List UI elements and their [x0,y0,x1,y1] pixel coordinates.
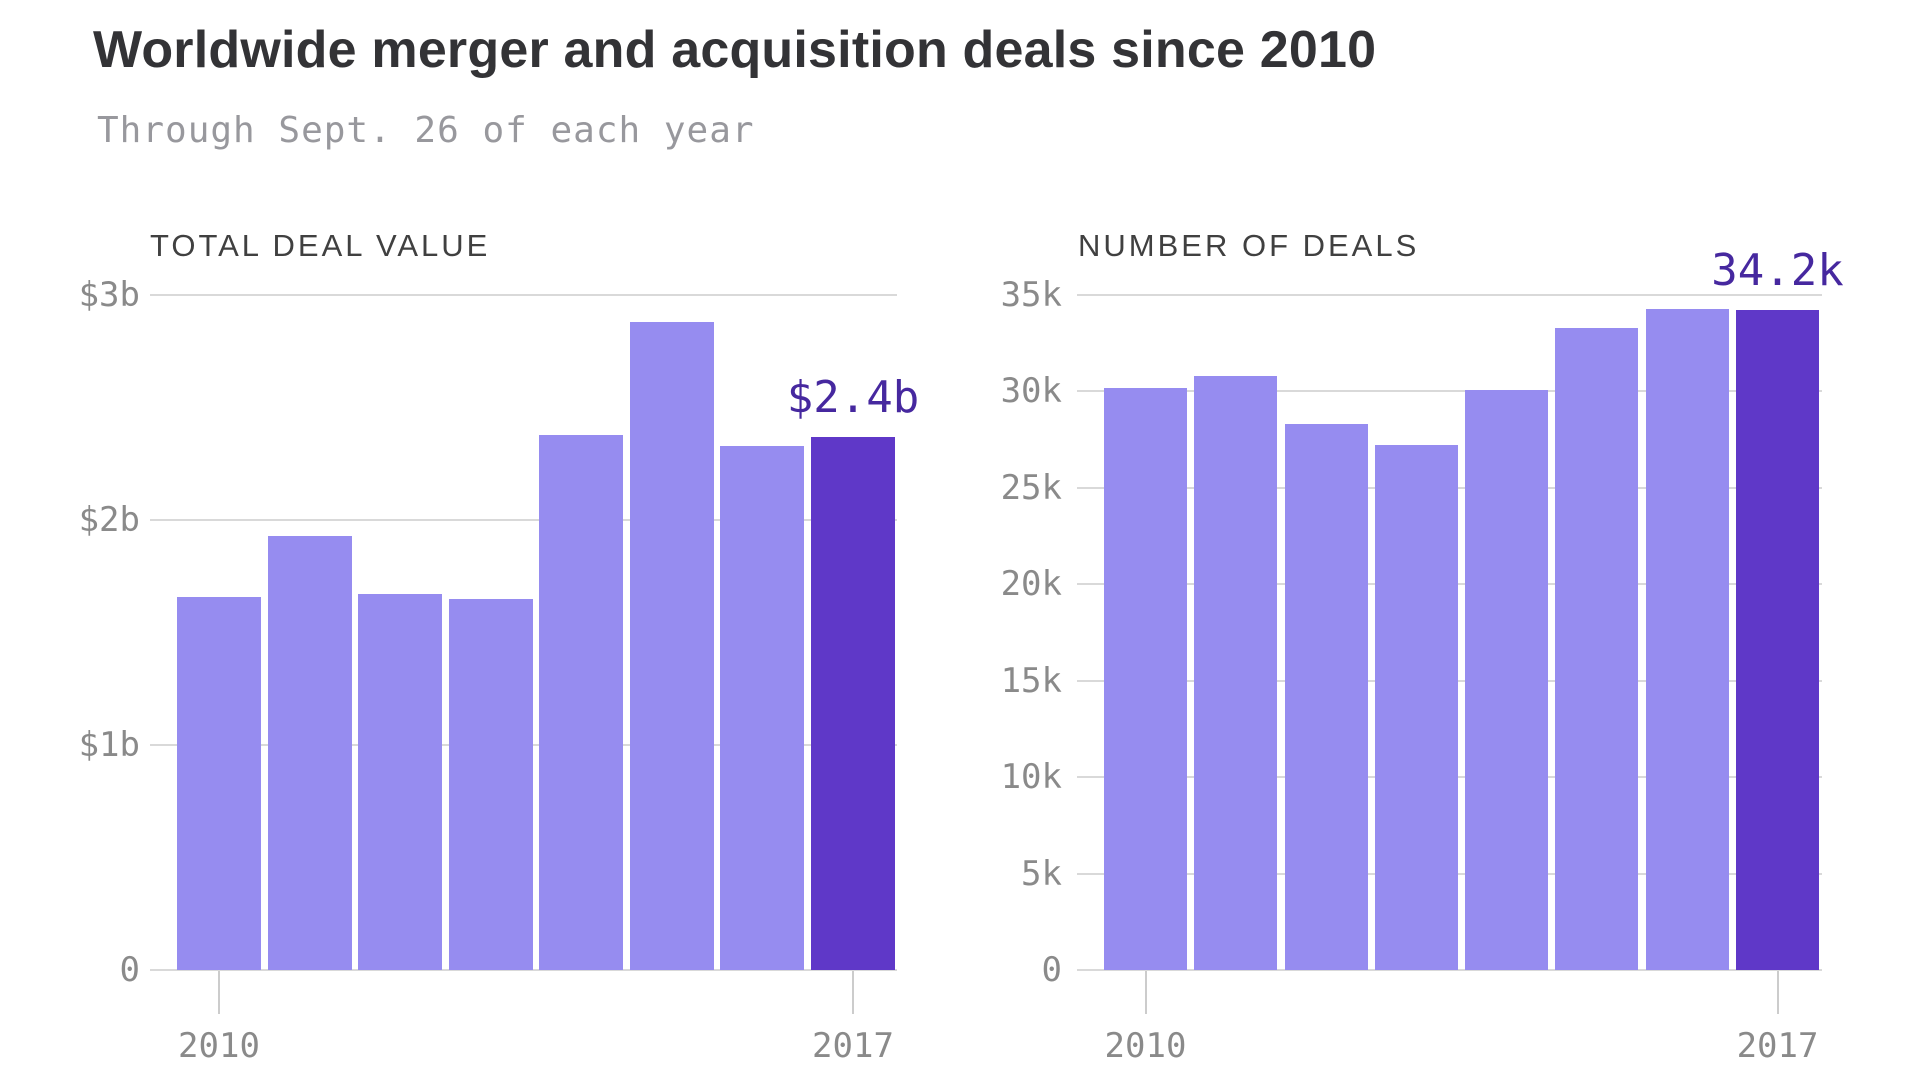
y-axis-label: 25k [1000,467,1062,508]
bar-2015 [629,322,714,970]
bar-2016 [1645,308,1729,970]
x-axis-label: 2017 [1736,1026,1819,1066]
y-axis-label: $1b [78,725,140,765]
bar-2014 [539,434,624,970]
bar-2014 [1465,389,1549,970]
chart-title: TOTAL DEAL VALUE [150,228,491,263]
y-axis-label: 15k [1000,660,1062,701]
gridline-35k [1077,294,1822,296]
y-axis-label: 10k [1000,757,1062,798]
y-axis-label: 30k [1000,371,1062,412]
x-axis-tick [851,971,854,1014]
y-axis-label: 0 [1041,950,1062,990]
page-subtitle: Through Sept. 26 of each year [97,110,755,151]
bar-2012 [358,594,443,970]
gridline-$2b [150,519,897,521]
x-axis-label: 2017 [812,1026,894,1066]
gridline-$3b [150,294,897,296]
bar-2013 [448,598,533,970]
x-axis-label: 2010 [178,1026,260,1066]
y-axis-label: $3b [78,275,140,315]
x-axis-tick [1776,971,1779,1014]
bar-2013 [1374,445,1458,970]
x-axis-label: 2010 [1104,1026,1187,1066]
bar-2012 [1284,424,1368,970]
bar-2011 [267,535,352,970]
bar-2016 [720,445,805,970]
value-callout: $2.4b [786,371,920,423]
y-axis-label: 0 [119,950,140,990]
x-axis-tick [1144,971,1147,1014]
bar-2010 [177,596,261,970]
page-title: Worldwide merger and acquisition deals s… [93,21,1377,79]
bar-2011 [1194,376,1278,970]
y-axis-label: 20k [1000,564,1062,605]
bar-2017 [1736,310,1820,970]
bar-2017 [810,436,895,970]
value-callout: 34.2k [1711,245,1844,297]
chart-title: NUMBER OF DEALS [1078,228,1420,263]
x-axis-tick [218,971,220,1014]
gridline-0 [150,969,897,971]
bar-2010 [1104,387,1187,970]
y-axis-label: 35k [1000,275,1062,315]
y-axis-label: $2b [78,500,140,540]
gridline-30k [1077,390,1822,393]
bar-2015 [1555,327,1639,970]
gridline-0 [1077,969,1822,971]
y-axis-label: 5k [1021,853,1062,894]
